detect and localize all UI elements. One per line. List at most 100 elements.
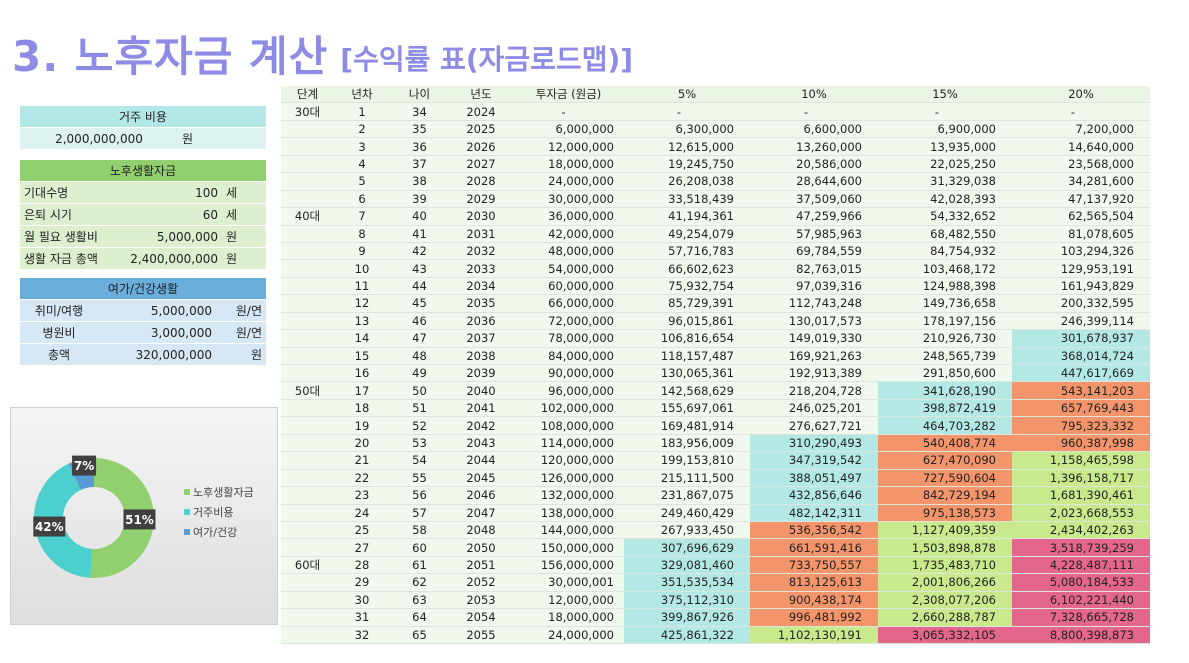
value-20pct-cell: 7,200,000: [1012, 120, 1150, 139]
table-row: 3 36 2026 12,000,000 12,615,000 13,260,000 13,…: [281, 137, 1150, 156]
table-row: 20 53 2043 114,000,000 183,956,009 310,290,49…: [281, 434, 1150, 453]
investment-cell: 126,000,000: [513, 469, 624, 488]
value-5pct-cell: 33,518,439: [624, 190, 750, 209]
retirement-unit: 원: [222, 247, 266, 270]
value-15pct-cell: 727,590,604: [878, 469, 1012, 488]
investment-cell: 30,000,000: [513, 190, 624, 209]
investment-cell: 36,000,000: [513, 207, 624, 226]
age-cell: 64: [390, 608, 449, 627]
year-count-cell: 4: [334, 155, 390, 174]
calendar-year-cell: 2055: [449, 626, 513, 645]
stage-cell: 30대: [281, 102, 334, 121]
value-15pct-cell: 540,408,774: [878, 434, 1012, 453]
age-cell: 51: [390, 399, 449, 418]
value-10pct-cell: 69,784,559: [750, 242, 878, 261]
legend-label: 거주비용: [193, 506, 233, 519]
value-10pct-cell: 57,985,963: [750, 225, 878, 243]
year-count-cell: 11: [334, 277, 390, 296]
year-count-cell: 19: [334, 416, 390, 435]
retirement-label: 생활 자금 총액: [20, 247, 118, 270]
age-cell: 42: [390, 242, 449, 261]
value-5pct-cell: 6,300,000: [624, 120, 750, 139]
return-table: 단계 년차 나이 년도 투자금 (원금) 5% 10% 15% 20% 30대 1…: [281, 86, 1150, 645]
year-count-cell: 1: [334, 102, 390, 121]
value-5pct-cell: -: [624, 102, 750, 121]
table-row: 12 45 2035 66,000,000 85,729,391 112,743,248 1…: [281, 294, 1150, 313]
header-years: 년차: [334, 86, 390, 104]
slice-label-text: 51%: [125, 513, 154, 527]
header-stage: 단계: [281, 86, 334, 104]
calendar-year-cell: 2025: [449, 120, 513, 139]
legend-swatch: [184, 489, 190, 495]
age-cell: 48: [390, 347, 449, 366]
investment-cell: 48,000,000: [513, 242, 624, 261]
stage-cell: [281, 504, 334, 522]
value-5pct-cell: 155,697,061: [624, 399, 750, 418]
year-count-cell: 8: [334, 225, 390, 243]
value-10pct-cell: 28,644,600: [750, 172, 878, 191]
investment-cell: 18,000,000: [513, 155, 624, 174]
value-20pct-cell: 2,023,668,553: [1012, 504, 1150, 522]
value-15pct-cell: 2,660,288,787: [878, 608, 1012, 627]
table-row: 22 55 2045 126,000,000 215,111,500 388,051,49…: [281, 469, 1150, 488]
value-5pct-cell: 26,208,038: [624, 172, 750, 191]
age-cell: 39: [390, 190, 449, 209]
age-cell: 61: [390, 556, 449, 575]
header-year: 년도: [449, 86, 513, 104]
value-10pct-cell: 1,102,130,191: [750, 626, 878, 645]
stage-cell: [281, 591, 334, 610]
age-cell: 40: [390, 207, 449, 226]
stage-cell: [281, 486, 334, 505]
table-row: 31 64 2054 18,000,000 399,867,926 996,481,992…: [281, 608, 1150, 627]
leisure-unit: 원/연: [216, 299, 266, 322]
value-10pct-cell: 347,319,542: [750, 451, 878, 470]
value-15pct-cell: 42,028,393: [878, 190, 1012, 209]
year-count-cell: 3: [334, 137, 390, 156]
value-10pct-cell: 47,259,966: [750, 207, 878, 226]
table-row: 14 47 2037 78,000,000 106,816,654 149,019,330…: [281, 329, 1150, 348]
investment-cell: 24,000,000: [513, 626, 624, 645]
stage-cell: [281, 451, 334, 470]
stage-cell: [281, 225, 334, 243]
value-10pct-cell: 733,750,557: [750, 556, 878, 575]
calendar-year-cell: 2029: [449, 190, 513, 209]
year-count-cell: 22: [334, 469, 390, 488]
age-cell: 46: [390, 312, 449, 331]
value-15pct-cell: 341,628,190: [878, 381, 1012, 400]
stage-cell: [281, 155, 334, 174]
value-5pct-cell: 41,194,361: [624, 207, 750, 226]
investment-cell: 6,000,000: [513, 120, 624, 139]
age-cell: 36: [390, 137, 449, 156]
value-15pct-cell: 13,935,000: [878, 137, 1012, 156]
leisure-header: 여가/건강생활: [20, 278, 266, 300]
value-15pct-cell: 627,470,090: [878, 451, 1012, 470]
investment-cell: 24,000,000: [513, 172, 624, 191]
calendar-year-cell: 2036: [449, 312, 513, 331]
value-5pct-cell: 57,716,783: [624, 242, 750, 261]
calendar-year-cell: 2046: [449, 486, 513, 505]
value-20pct-cell: 2,434,402,263: [1012, 521, 1150, 540]
value-20pct-cell: 246,399,114: [1012, 312, 1150, 331]
table-row: 40대 7 40 2030 36,000,000 41,194,361 47,259,966…: [281, 207, 1150, 226]
value-15pct-cell: 22,025,250: [878, 155, 1012, 174]
value-15pct-cell: 291,850,600: [878, 364, 1012, 383]
age-cell: 47: [390, 329, 449, 348]
age-cell: 53: [390, 434, 449, 453]
year-count-cell: 16: [334, 364, 390, 383]
value-10pct-cell: 218,204,728: [750, 381, 878, 400]
leisure-label: 총액: [20, 343, 98, 366]
calendar-year-cell: 2028: [449, 172, 513, 191]
leisure-value: 3,000,000: [98, 321, 216, 344]
year-count-cell: 30: [334, 591, 390, 610]
value-20pct-cell: 14,640,000: [1012, 137, 1150, 156]
value-10pct-cell: 536,356,542: [750, 521, 878, 540]
slice-label-text: 7%: [74, 459, 94, 473]
calendar-year-cell: 2051: [449, 556, 513, 575]
value-5pct-cell: 329,081,460: [624, 556, 750, 575]
value-5pct-cell: 231,867,075: [624, 486, 750, 505]
header-20pct: 20%: [1012, 86, 1150, 104]
value-5pct-cell: 249,460,429: [624, 504, 750, 522]
value-20pct-cell: -: [1012, 102, 1150, 121]
table-row: 5 38 2028 24,000,000 26,208,038 28,644,600 31,…: [281, 172, 1150, 191]
value-5pct-cell: 425,861,322: [624, 626, 750, 645]
